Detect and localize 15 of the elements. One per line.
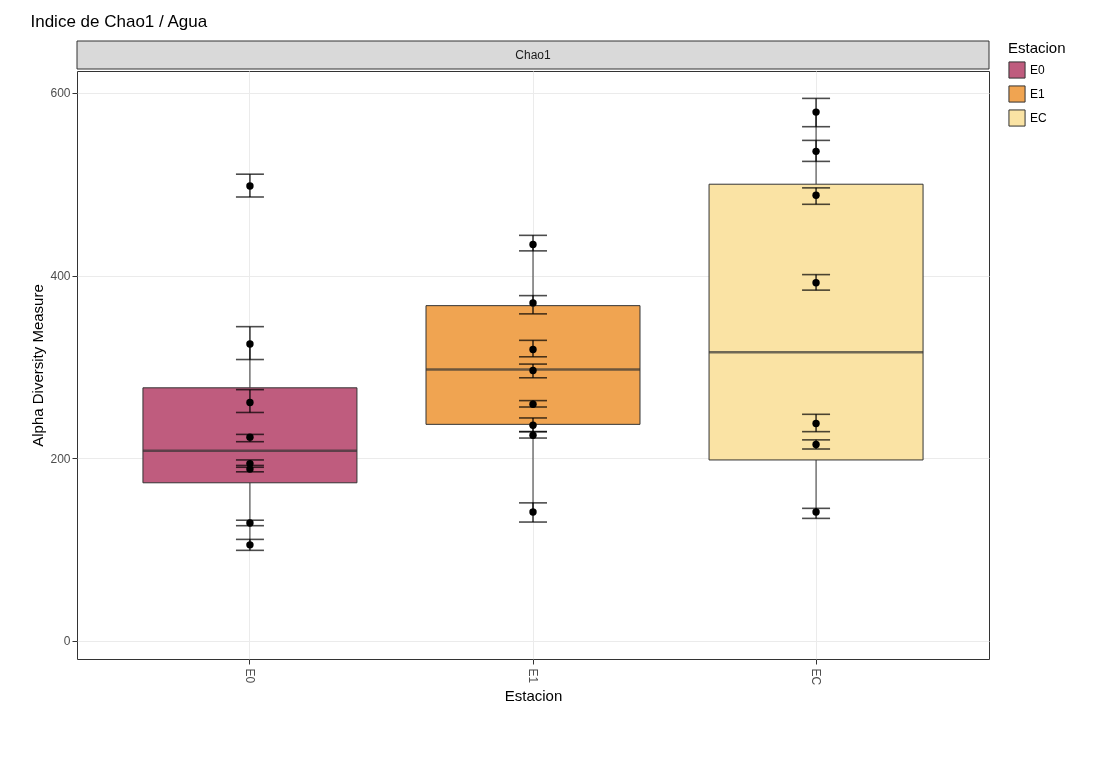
legend-label: E1	[1030, 87, 1045, 101]
y-tick-label: 0	[63, 634, 71, 649]
y-axis-title: Alpha Diversity Measure	[29, 284, 47, 447]
legend-label: E0	[1030, 63, 1045, 77]
y-tick-label: 600	[50, 86, 71, 101]
chart-title: Indice de Chao1 / Agua	[30, 11, 208, 31]
y-tick-label: 400	[50, 269, 71, 284]
x-tick-label: E1	[526, 668, 540, 684]
text: Chao1	[515, 48, 551, 62]
x-axis-title: Estacion	[504, 687, 563, 705]
legend-label: EC	[1030, 111, 1047, 125]
y-tick-label: 200	[50, 451, 71, 466]
x-tick-label: EC	[809, 668, 824, 686]
legend-title: Estacion	[1008, 39, 1066, 56]
x-tick-label: E0	[242, 668, 257, 684]
